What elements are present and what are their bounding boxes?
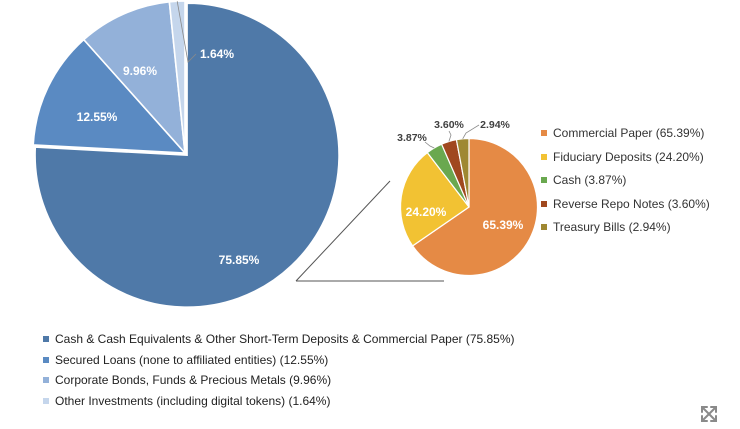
detail-pie-leader-line xyxy=(448,130,452,142)
legend-label: Cash (3.87%) xyxy=(553,173,627,187)
main-legend-item: Corporate Bonds, Funds & Precious Metals… xyxy=(43,372,515,393)
main-pie-data-label: 12.55% xyxy=(77,110,118,124)
main-legend-item: Secured Loans (none to affiliated entiti… xyxy=(43,352,515,373)
main-pie-data-label: 75.85% xyxy=(219,253,260,267)
main-legend-item: Cash & Cash Equivalents & Other Short-Te… xyxy=(43,331,515,352)
legend-swatch xyxy=(541,130,547,136)
legend-swatch xyxy=(541,177,547,183)
detail-pie-data-label: 65.39% xyxy=(483,218,524,232)
detail-legend-item: Fiduciary Deposits (24.20%) xyxy=(541,149,710,173)
detail-pie-data-label: 24.20% xyxy=(406,205,447,219)
detail-legend-item: Commercial Paper (65.39%) xyxy=(541,125,710,149)
legend-label: Commercial Paper (65.39%) xyxy=(553,126,705,140)
legend-swatch xyxy=(43,356,49,363)
legend-swatch xyxy=(541,224,547,230)
expand-arrows-icon[interactable] xyxy=(699,404,719,424)
detail-pie-slice-1 xyxy=(411,137,539,277)
main-pie xyxy=(32,0,340,308)
main-pie-data-label: 9.96% xyxy=(123,64,157,78)
legend-label: Fiduciary Deposits (24.20%) xyxy=(553,149,704,164)
detail-pie-labels: 65.39% 24.20% 3.87% 3.60% 2.94% xyxy=(397,119,524,232)
main-pie-slice-1 xyxy=(34,2,340,308)
legend-label: Other Investments (including digital tok… xyxy=(55,393,331,408)
detail-legend: Commercial Paper (65.39%) Fiduciary Depo… xyxy=(541,125,710,243)
detail-pie-data-label: 3.87% xyxy=(397,132,427,144)
main-pie-labels: 75.85% 12.55% 9.96% 1.64% xyxy=(77,1,260,267)
main-pie-data-label: 1.64% xyxy=(200,47,234,61)
legend-swatch xyxy=(43,397,49,404)
detail-legend-item: Treasury Bills (2.94%) xyxy=(541,219,710,243)
legend-label: Reverse Repo Notes (3.60%) xyxy=(553,196,710,211)
legend-label: Secured Loans (none to affiliated entiti… xyxy=(55,352,329,367)
legend-label: Cash & Cash Equivalents & Other Short-Te… xyxy=(55,332,515,346)
main-legend-item: Other Investments (including digital tok… xyxy=(43,393,515,414)
legend-label: Treasury Bills (2.94%) xyxy=(553,220,671,234)
detail-pie-leader-line xyxy=(424,141,435,149)
detail-pie xyxy=(399,137,539,277)
legend-swatch xyxy=(43,377,49,383)
connector-line-top xyxy=(295,180,391,282)
legend-swatch xyxy=(43,336,49,342)
detail-pie-leader-line xyxy=(462,124,480,139)
main-pie-slice-2 xyxy=(32,38,187,154)
main-pie-leader-line xyxy=(176,1,197,63)
legend-swatch xyxy=(541,153,547,160)
main-pie-slice-4 xyxy=(168,0,186,154)
main-legend: Cash & Cash Equivalents & Other Short-Te… xyxy=(43,331,515,413)
main-pie-slice-3 xyxy=(82,0,187,156)
legend-swatch xyxy=(541,200,547,207)
detail-pie-slice-5 xyxy=(455,137,470,208)
detail-pie-data-label: 2.94% xyxy=(480,119,510,131)
legend-label: Corporate Bonds, Funds & Precious Metals… xyxy=(55,373,332,387)
detail-pie-slice-2 xyxy=(399,151,470,247)
detail-pie-data-label: 3.60% xyxy=(434,119,464,131)
detail-legend-item: Reverse Repo Notes (3.60%) xyxy=(541,196,710,220)
detail-legend-item: Cash (3.87%) xyxy=(541,172,710,196)
